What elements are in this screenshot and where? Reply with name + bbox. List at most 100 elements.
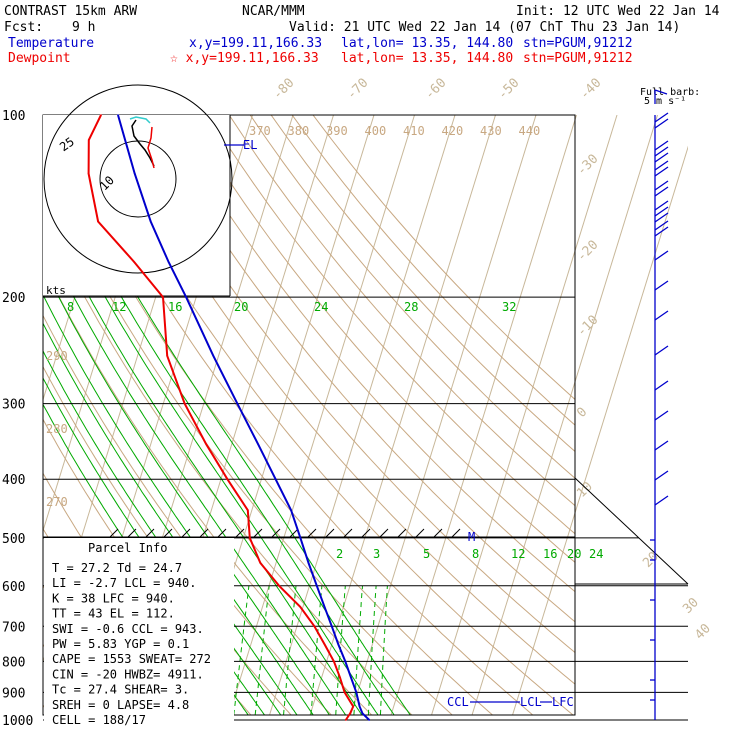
temp-latlon: lat,lon= 13.35, 144.80 — [341, 36, 513, 51]
pressure-label: 600 — [2, 580, 25, 595]
wind-barb — [654, 380, 669, 391]
isotherm-label: -10 — [574, 313, 601, 340]
theta-label: 430 — [480, 124, 502, 138]
temperature-point — [133, 172, 136, 175]
hatch-mark — [343, 528, 353, 538]
hodograph-trace — [131, 119, 155, 167]
theta-side-label: 280 — [46, 422, 68, 436]
hatch-mark — [235, 528, 245, 538]
hatch-mark — [127, 528, 137, 538]
dry-adiabat-line — [165, 115, 575, 593]
dewpoint-point — [299, 606, 301, 608]
parcel-title: Parcel Info — [88, 541, 167, 555]
temperature-point — [307, 562, 310, 564]
hodograph-trace-red — [147, 126, 155, 169]
el-label: EL — [243, 138, 257, 152]
temperature-point — [344, 660, 347, 663]
isotherm-label: -50 — [495, 76, 522, 103]
theta-label: 400 — [365, 124, 387, 138]
pressure-label: 200 — [2, 291, 25, 306]
hatch-mark — [325, 528, 335, 538]
moist-adiabat-label: 16 — [168, 300, 182, 314]
moist-adiabat-line — [43, 115, 411, 715]
mixing-labels: 2 3 5 8 12 16 20 24 — [336, 547, 603, 561]
parcel-row: CAPE = 1553 SWEAT= 272 — [52, 652, 211, 666]
dry-adiabat-line — [144, 115, 575, 623]
mixing-ratio-label: 5 — [423, 547, 430, 561]
isotherm-line — [512, 145, 688, 715]
wind-barb — [654, 310, 669, 321]
dewpoint-point — [352, 705, 354, 708]
wind-barb — [654, 250, 669, 261]
theta-side-label: 270 — [46, 495, 68, 509]
dew-latlon: lat,lon= 13.35, 144.80 — [341, 51, 513, 66]
moist-adiabat-label: 28 — [404, 300, 418, 314]
isotherm-label: -80 — [270, 76, 297, 103]
isotherm-line — [309, 115, 496, 715]
dry-adiabat-line — [228, 115, 575, 507]
isotherm-line — [350, 115, 537, 715]
hatch-mark — [253, 528, 263, 538]
dewpoint-point — [248, 537, 251, 539]
mixing-ratio-line — [310, 585, 323, 715]
wind-barb — [654, 206, 669, 217]
theta-label: 420 — [442, 124, 464, 138]
temperature-point — [212, 354, 215, 357]
pressure-label: 900 — [2, 686, 25, 701]
dewpoint-point — [246, 509, 249, 511]
hodograph: 25 10 kts — [43, 84, 233, 297]
isotherm-label: 0 — [574, 405, 590, 421]
dewpoint-point — [344, 719, 347, 721]
dry-adiabat-line — [43, 264, 373, 715]
wind-barb — [654, 186, 669, 197]
dewpoint-point — [87, 172, 90, 175]
theta-label: 380 — [288, 124, 310, 138]
mixing-ratio-label: 24 — [589, 547, 603, 561]
moist-adiabat-label: 32 — [502, 300, 516, 314]
isotherm-line — [431, 115, 618, 715]
dry-adiabat-line — [186, 115, 575, 563]
lcl-label: LCL — [520, 695, 542, 709]
dry-adiabat-line — [291, 115, 575, 426]
dry-adiabat-line — [61, 115, 534, 715]
dry-adiabat-line — [249, 115, 575, 479]
mixing-ratio-line — [379, 585, 388, 715]
hatch-mark — [415, 528, 425, 538]
mixing-ratio-line — [335, 585, 346, 715]
parcel-row: TT = 43 EL = 112. — [52, 607, 175, 621]
wind-barb — [654, 180, 669, 191]
temperature-point — [290, 509, 292, 511]
dewpoint-point — [333, 660, 335, 663]
isotherm-label: -40 — [577, 76, 604, 103]
dry-adiabat-line — [43, 119, 494, 715]
dewpoint-point — [343, 691, 346, 694]
wind-barb — [654, 166, 669, 177]
theta-label: 410 — [403, 124, 425, 138]
mixing-ratio-label: 20 — [567, 547, 581, 561]
mixing-ratio-label: 16 — [543, 547, 557, 561]
hatch-mark — [109, 528, 119, 538]
barb-legend: Full barb: 5 m s⁻¹ — [640, 87, 700, 107]
dewpoint-point — [97, 220, 99, 223]
temperature-point — [274, 478, 277, 481]
moist-adiabat-label: 24 — [314, 300, 328, 314]
dew-legend: Dewpoint — [8, 51, 71, 66]
wind-barbs — [650, 89, 669, 720]
temperature-point — [323, 606, 326, 608]
wind-barb — [654, 112, 669, 123]
lower-panel-outline — [574, 477, 689, 585]
theta-label: 370 — [249, 124, 271, 138]
lfc-label: LFC — [552, 695, 574, 709]
pressure-label: 400 — [2, 473, 25, 488]
mixing-ratio-line — [283, 585, 297, 715]
moist-adiabat-label: 20 — [234, 300, 248, 314]
isotherm-label: 10 — [574, 479, 596, 501]
pressure-label: 500 — [2, 532, 25, 547]
wind-barb — [654, 220, 669, 231]
dewpoint-point — [183, 402, 186, 405]
pressure-label: 1000 — [2, 714, 33, 729]
theta-side-label: 290 — [46, 349, 68, 363]
hatch-mark — [451, 528, 461, 538]
wind-barb — [654, 200, 669, 211]
temperature-point — [315, 584, 318, 587]
